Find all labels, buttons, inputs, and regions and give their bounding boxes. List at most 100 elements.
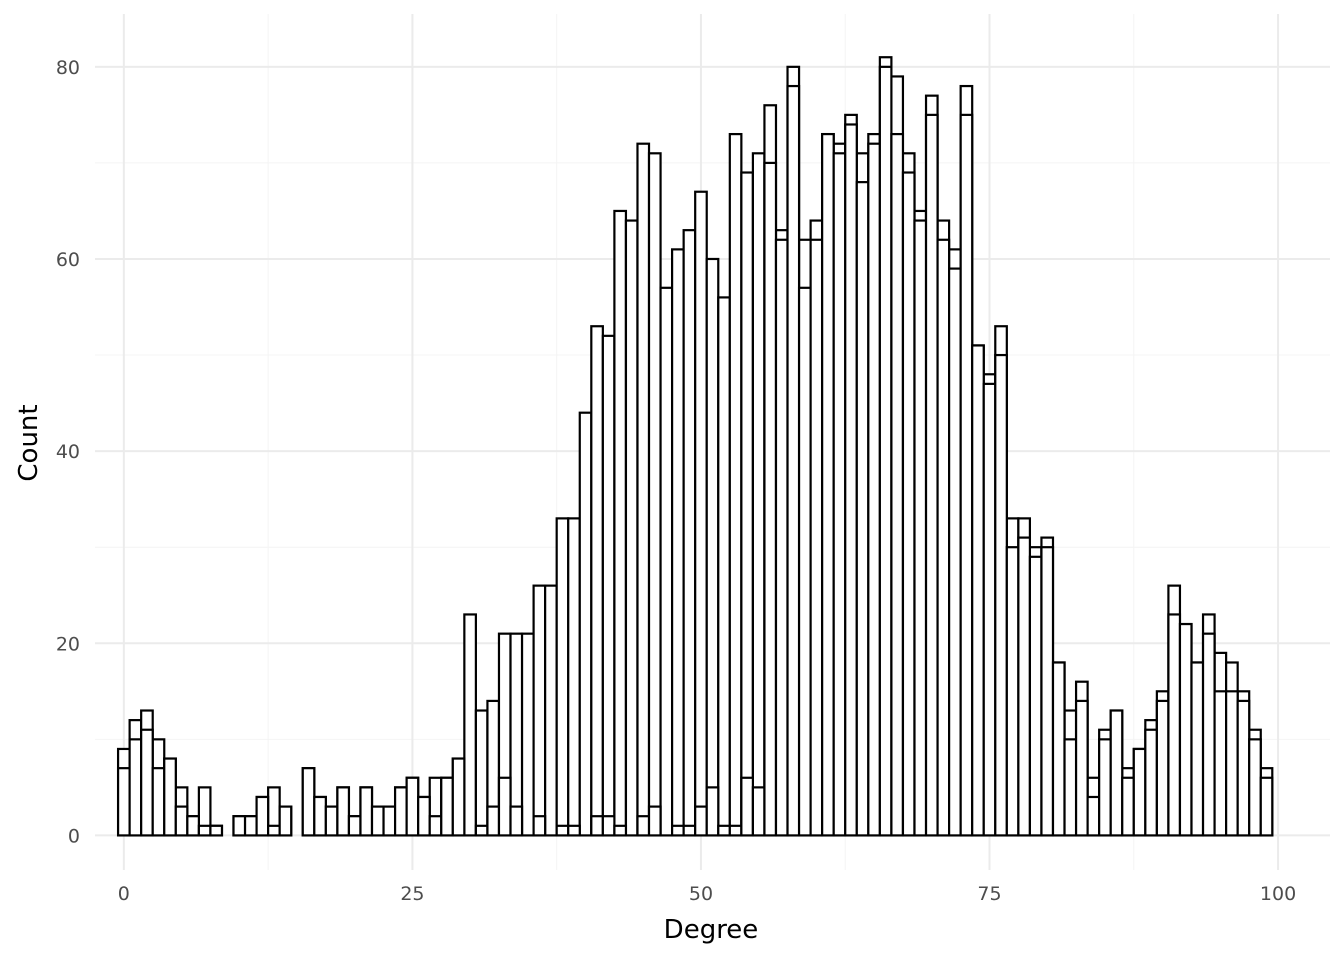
histogram-bar [209, 824, 224, 837]
histogram-bar [682, 229, 697, 837]
histogram-bar [1109, 709, 1124, 837]
histogram-bar [116, 767, 131, 837]
histogram-bar [890, 132, 905, 837]
histogram-bar [740, 171, 754, 837]
histogram-bar [821, 132, 835, 837]
y-tick-label: 60 [56, 249, 80, 271]
histogram-bar [751, 786, 766, 837]
y-axis-title: Count [14, 404, 44, 481]
histogram-bar [590, 815, 604, 837]
histogram-bar [1017, 536, 1032, 837]
histogram-bar [705, 786, 720, 837]
histogram-bar [867, 142, 881, 837]
histogram-bar [428, 815, 443, 837]
histogram-bar [347, 815, 362, 837]
histogram-bar [301, 767, 316, 837]
histogram-bar [128, 738, 143, 837]
histogram-bar [1259, 776, 1274, 837]
histogram-bar [659, 286, 674, 837]
histogram-bar [474, 709, 489, 837]
histogram-bar [624, 219, 639, 837]
histogram-bar [982, 382, 997, 837]
histogram-bar [1201, 632, 1216, 837]
y-tick-label: 0 [68, 825, 80, 847]
histogram-bar [694, 190, 708, 837]
histogram-bar [671, 824, 685, 837]
histogram-bar [948, 267, 962, 837]
histogram-bar [186, 815, 200, 837]
histogram-bar [1225, 690, 1239, 837]
y-tick-label: 40 [56, 441, 80, 463]
x-tick-label: 0 [118, 883, 130, 905]
histogram-bar [1028, 555, 1043, 837]
histogram-bar [694, 805, 708, 837]
histogram-bar [636, 142, 651, 837]
histogram-bar [151, 767, 166, 837]
histogram-bar [1155, 699, 1170, 837]
x-axis-title: Degree [664, 915, 759, 945]
histogram-bar [740, 776, 754, 837]
histogram-bar [497, 776, 512, 837]
histogram-bar [647, 805, 662, 837]
histogram-bar [682, 824, 697, 837]
histogram-bar [140, 728, 154, 837]
x-tick-label: 75 [977, 883, 1001, 905]
histogram-bar [313, 795, 327, 837]
histogram-bar [359, 786, 374, 837]
histogram-bar [509, 632, 524, 837]
axis-tick-labels: 0 25 50 75 100 0 20 40 60 80 [56, 57, 1296, 905]
histogram-bar [405, 776, 420, 837]
histogram-bar [832, 152, 847, 837]
histogram-bar [647, 152, 662, 837]
histogram-bar [590, 325, 604, 837]
histogram-bar [509, 805, 524, 837]
histogram-bar [728, 824, 743, 837]
histogram-bar [728, 132, 743, 837]
histogram-bar [1074, 699, 1089, 837]
histogram-bar [613, 209, 628, 837]
histogram-bar [1132, 747, 1147, 837]
histogram-bar [901, 171, 916, 837]
histogram-bar [532, 815, 547, 837]
histogram-bar [671, 248, 685, 837]
histogram-bar [1190, 661, 1205, 837]
histogram-bar [1144, 728, 1158, 837]
histogram-bar [763, 161, 778, 837]
histogram-bar [578, 411, 593, 837]
histogram-bar [1051, 661, 1066, 837]
histogram-bar [924, 113, 939, 837]
histogram-bar [705, 257, 720, 837]
histogram-bar [393, 786, 408, 837]
histogram-bar [1098, 738, 1112, 837]
histogram-bar [243, 815, 258, 837]
histogram-bar [1213, 690, 1228, 837]
histogram-bar [336, 786, 351, 837]
histogram-bar [797, 286, 812, 837]
histogram-bar [532, 584, 547, 837]
histogram-bar [936, 238, 951, 837]
histogram-bar [451, 757, 466, 837]
histogram-bar [959, 113, 974, 837]
histogram-bar [855, 181, 870, 837]
histogram-bar [324, 805, 339, 837]
histogram-bar [255, 795, 270, 837]
histogram-bar [844, 123, 858, 837]
histogram-bar [232, 815, 247, 837]
histogram-bar [717, 296, 731, 837]
histogram-bar [174, 805, 189, 837]
histogram-bar [555, 517, 570, 837]
histogram-bar [809, 238, 824, 837]
histogram-bar [544, 584, 558, 837]
histogram-bar [1248, 738, 1262, 837]
histogram-bar [197, 824, 212, 837]
histogram-bar [971, 344, 985, 837]
histogram-bar [613, 824, 628, 837]
histogram-bar [1236, 699, 1251, 837]
histogram-bar [878, 65, 893, 837]
histogram-bar [486, 805, 501, 837]
x-tick-label: 25 [400, 883, 424, 905]
histogram-bar [786, 84, 801, 837]
histogram-bar [1063, 738, 1078, 837]
x-tick-label: 100 [1260, 883, 1296, 905]
